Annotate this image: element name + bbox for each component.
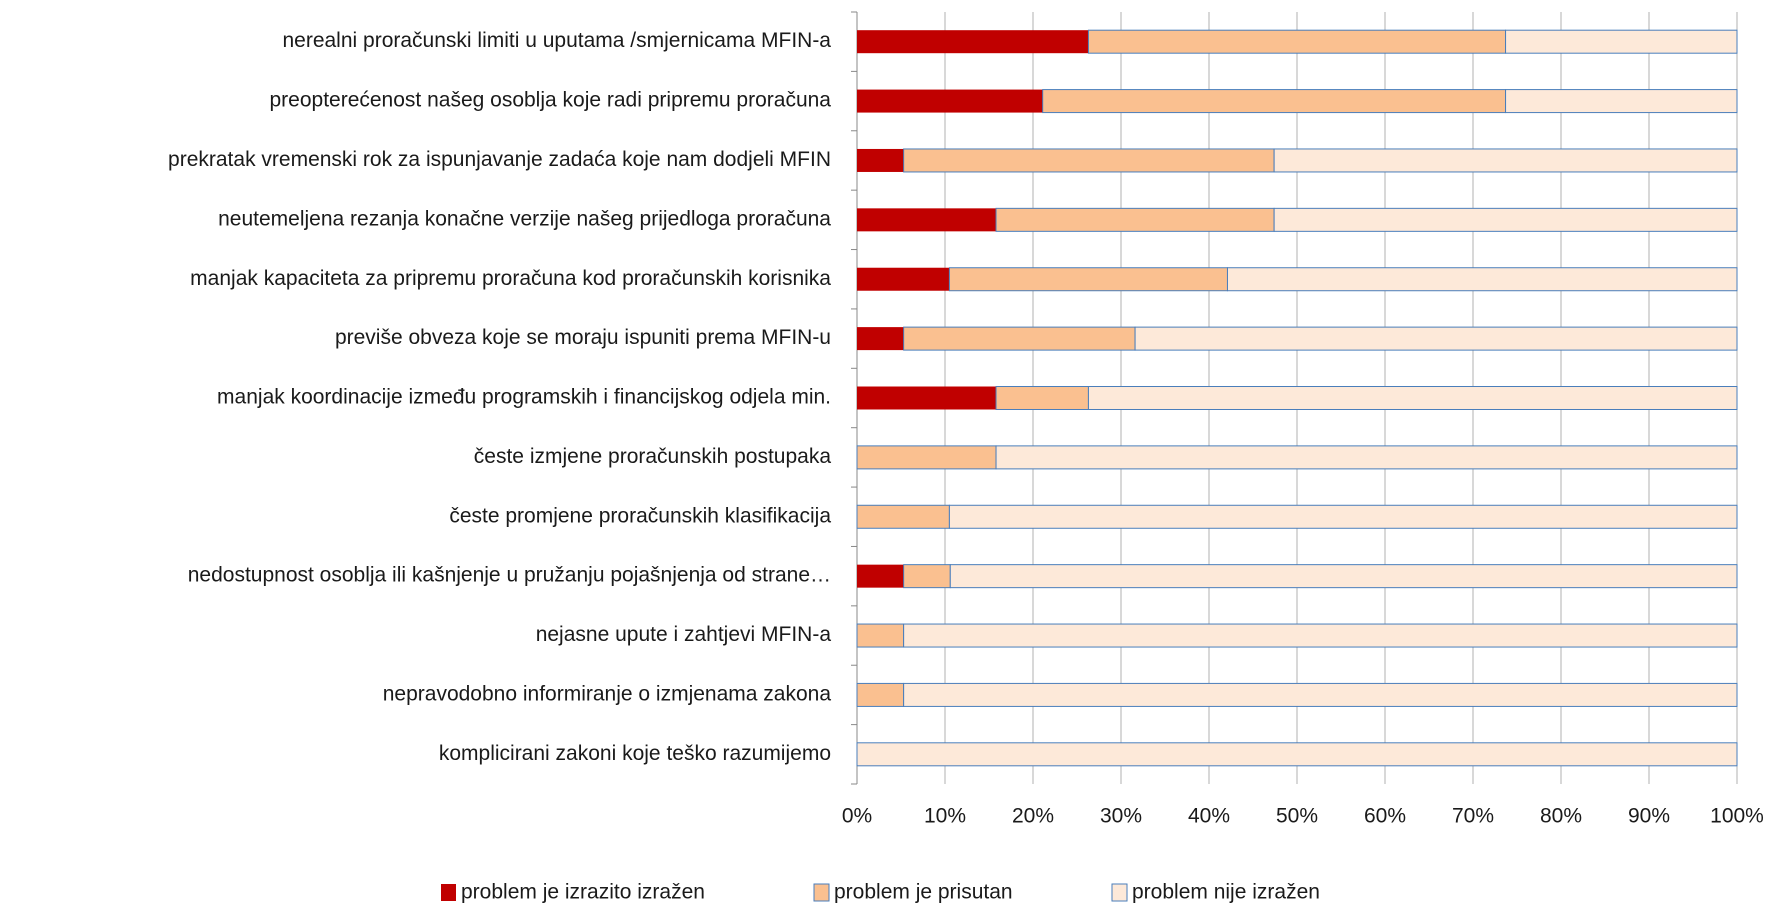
bar-segment	[903, 148, 1275, 173]
x-tick-label: 60%	[1364, 805, 1406, 828]
x-tick-label: 90%	[1628, 805, 1670, 828]
bar-segment	[1226, 267, 1738, 292]
x-tick-label: 40%	[1188, 805, 1230, 828]
legend-swatch	[441, 884, 456, 901]
legend-swatch	[813, 883, 830, 902]
bar-segment	[948, 267, 1228, 292]
bar-segment	[949, 564, 1738, 589]
bar-segment	[1505, 89, 1738, 114]
y-tick-label: nerealni proračunski limiti u uputama /s…	[282, 29, 831, 52]
bar-segment	[1087, 386, 1738, 410]
x-tick-label: 80%	[1540, 805, 1582, 828]
y-tick-label: neutemeljena rezanja konačne verzije naš…	[218, 207, 831, 230]
bar-segment	[903, 326, 1136, 351]
bar-segment	[857, 89, 1043, 113]
bar-segment	[903, 623, 1738, 648]
bar-segment	[857, 208, 997, 232]
bar-segment	[1042, 89, 1507, 114]
bar-segment	[1505, 29, 1738, 54]
bar-segment	[857, 267, 950, 291]
y-tick-label: nepravodobno informiranje o izmjenama za…	[383, 682, 832, 705]
bar-segment	[857, 30, 1089, 54]
bar-segment	[856, 742, 1738, 767]
legend-swatch	[1111, 883, 1128, 902]
bar-segment	[995, 207, 1275, 232]
bar-segment	[856, 504, 950, 529]
y-tick-label: preopterećenost našeg osoblja koje radi …	[269, 89, 831, 112]
legend-label: problem je prisutan	[834, 881, 1013, 904]
x-tick-label: 100%	[1710, 805, 1764, 828]
bar-segment	[995, 386, 1089, 410]
bar-segment	[903, 564, 951, 589]
y-tick-label: manjak koordinacije između programskih i…	[217, 386, 831, 409]
y-tick-label: česte promjene proračunskih klasifikacij…	[449, 504, 831, 527]
bar-segment	[856, 623, 905, 648]
bar-segment	[1087, 29, 1507, 54]
x-tick-label: 20%	[1012, 805, 1054, 828]
x-tick-label: 0%	[842, 805, 872, 828]
y-tick-label: prekratak vremenski rok za ispunjavanje …	[168, 148, 831, 171]
bar-segment	[857, 148, 904, 172]
y-tick-label: komplicirani zakoni koje teško razumijem…	[439, 742, 831, 765]
y-tick-label: nejasne upute i zahtjevi MFIN-a	[536, 623, 832, 646]
x-tick-label: 10%	[924, 805, 966, 828]
y-tick-label: manjak kapaciteta za pripremu proračuna …	[190, 267, 831, 290]
y-tick-label: previše obveza koje se moraju ispuniti p…	[335, 326, 831, 349]
x-tick-label: 70%	[1452, 805, 1494, 828]
bar-segment	[857, 386, 997, 410]
x-tick-label: 50%	[1276, 805, 1318, 828]
bar-segment	[857, 564, 904, 588]
bar-segment	[995, 445, 1738, 470]
bar-segment	[903, 682, 1738, 707]
bar-segment	[1134, 326, 1738, 351]
legend-label: problem nije izražen	[1132, 881, 1320, 904]
bar-segment	[856, 682, 905, 707]
legend-label: problem je izrazito izražen	[461, 881, 705, 904]
bar-segment	[1273, 148, 1738, 173]
bar-segment	[856, 445, 997, 470]
y-tick-label: nedostupnost osoblja ili kašnjenje u pru…	[188, 564, 831, 587]
x-tick-label: 30%	[1100, 805, 1142, 828]
y-tick-label: česte izmjene proračunskih postupaka	[474, 445, 832, 468]
bar-segment	[1273, 207, 1738, 232]
bar-segment	[857, 327, 904, 351]
bar-segment	[948, 504, 1738, 529]
